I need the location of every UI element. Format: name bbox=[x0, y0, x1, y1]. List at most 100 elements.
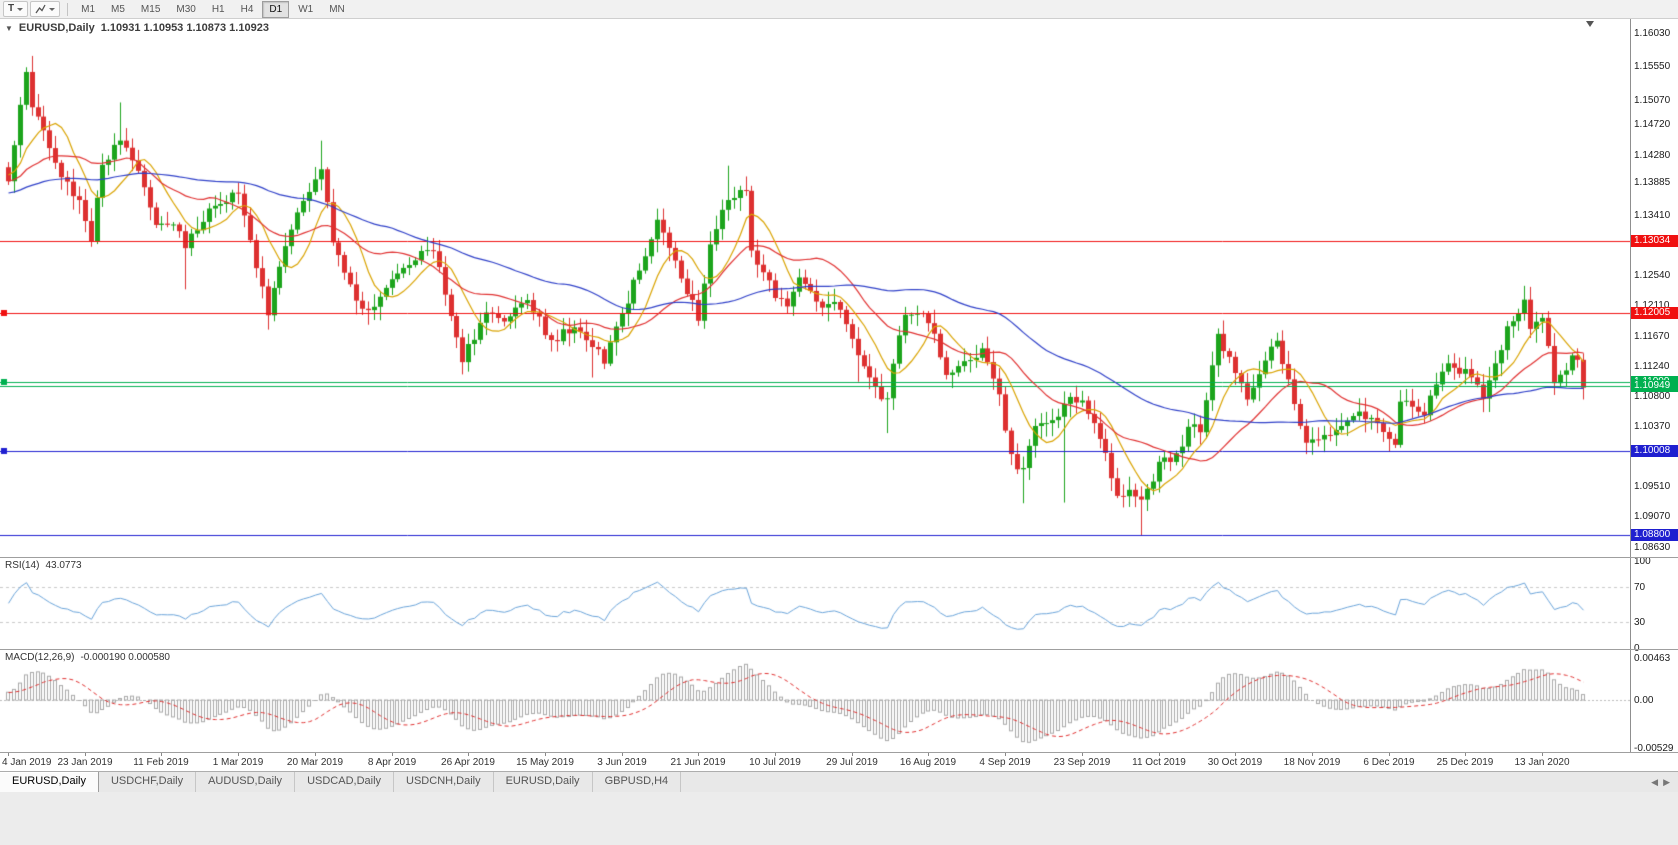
price-axis-tick: 1.11240 bbox=[1634, 361, 1670, 372]
chart-tabs: EURUSD,Daily USDCHF,Daily AUDUSD,Daily USDC… bbox=[0, 772, 682, 792]
date-label: 29 Jul 2019 bbox=[826, 757, 878, 768]
chart-tab-7[interactable]: GBPUSD,H4 bbox=[592, 772, 682, 792]
pane-separator bbox=[0, 752, 1678, 753]
chart-tab-2[interactable]: USDCHF,Daily bbox=[98, 772, 197, 792]
rsi-label: RSI(14) bbox=[5, 560, 40, 571]
rsi-indicator-pane[interactable]: RSI(14) 43.0773 bbox=[0, 558, 1630, 649]
timeframe-button-w1[interactable]: W1 bbox=[298, 3, 314, 15]
chevron-down-icon bbox=[49, 7, 56, 11]
macd-axis-tick: -0.00529 bbox=[1634, 743, 1674, 754]
templates-button[interactable]: T bbox=[3, 1, 29, 17]
timeframe-button-m5[interactable]: M5 bbox=[111, 3, 125, 15]
rsi-chart-canvas[interactable] bbox=[0, 558, 1630, 649]
timeframe-button-h4[interactable]: H4 bbox=[240, 3, 254, 15]
trendline-icon bbox=[35, 4, 46, 14]
date-label: 30 Oct 2019 bbox=[1207, 757, 1263, 768]
price-axis-tick: 1.08630 bbox=[1634, 542, 1671, 553]
date-tick bbox=[1389, 753, 1390, 756]
date-label: 6 Dec 2019 bbox=[1363, 757, 1415, 768]
drawing-tools-button[interactable] bbox=[30, 1, 61, 17]
timeframe-button-m30[interactable]: M30 bbox=[176, 3, 196, 15]
chart-symbol-period: EURUSD,Daily bbox=[18, 22, 95, 34]
date-tick bbox=[8, 753, 9, 756]
price-axis-tick: 1.13410 bbox=[1634, 210, 1671, 221]
date-tick bbox=[622, 753, 623, 756]
date-label: 11 Oct 2019 bbox=[1132, 757, 1186, 768]
timeframe-button-m15[interactable]: M15 bbox=[140, 3, 161, 15]
chart-tab-1[interactable]: EURUSD,Daily bbox=[0, 772, 99, 792]
macd-current-values: -0.000190 0.000580 bbox=[80, 652, 170, 663]
macd-indicator-label: MACD(12,26,9) -0.000190 0.000580 bbox=[5, 652, 170, 663]
date-tick bbox=[928, 753, 929, 756]
pane-separator[interactable] bbox=[0, 649, 1678, 650]
time-axis[interactable]: 4 Jan 2019 23 Jan 2019 11 Feb 2019 1 Mar 20… bbox=[0, 753, 1678, 771]
price-line-tag: 1.13034 bbox=[1631, 235, 1678, 247]
date-tick bbox=[1082, 753, 1083, 756]
date-label: 15 May 2019 bbox=[516, 757, 574, 768]
tab-scroll-controls: ◀ ▶ bbox=[1651, 772, 1678, 792]
templates-icon: T bbox=[8, 3, 15, 14]
price-axis-tick: 1.11670 bbox=[1634, 331, 1670, 342]
candlestick-chart-canvas[interactable] bbox=[0, 19, 1630, 557]
date-label: 23 Jan 2019 bbox=[57, 757, 113, 768]
date-label: 13 Jan 2020 bbox=[1514, 757, 1570, 768]
tab-scroll-left-icon[interactable]: ◀ bbox=[1651, 776, 1659, 787]
chart-tab-3[interactable]: AUDUSD,Daily bbox=[196, 772, 296, 792]
date-tick bbox=[85, 753, 86, 756]
macd-indicator-pane[interactable]: MACD(12,26,9) -0.000190 0.000580 bbox=[0, 650, 1630, 752]
date-label: 3 Jun 2019 bbox=[597, 757, 647, 768]
rsi-axis-tick: 70 bbox=[1634, 582, 1646, 593]
price-chart-pane[interactable]: ▼ EURUSD,Daily 1.10931 1.10953 1.10873 1… bbox=[0, 19, 1630, 557]
date-tick bbox=[698, 753, 699, 756]
macd-label: MACD(12,26,9) bbox=[5, 652, 75, 663]
rsi-current-value: 43.0773 bbox=[45, 560, 82, 571]
symbol-dropdown-icon[interactable]: ▼ bbox=[5, 23, 13, 33]
date-label: 16 Aug 2019 bbox=[899, 757, 957, 768]
price-axis-tick: 1.15550 bbox=[1634, 61, 1671, 72]
rsi-indicator-label: RSI(14) 43.0773 bbox=[5, 560, 82, 571]
date-label: 26 Apr 2019 bbox=[441, 757, 495, 768]
macd-chart-canvas[interactable] bbox=[0, 650, 1630, 752]
date-label: 10 Jul 2019 bbox=[749, 757, 801, 768]
price-line-tag: 1.08800 bbox=[1631, 529, 1678, 541]
date-tick bbox=[315, 753, 316, 756]
tab-scroll-right-icon[interactable]: ▶ bbox=[1663, 776, 1670, 787]
price-axis-tick: 1.09070 bbox=[1634, 511, 1671, 522]
date-label: 1 Mar 2019 bbox=[212, 757, 264, 768]
rsi-axis-tick: 30 bbox=[1634, 617, 1646, 628]
date-tick bbox=[1235, 753, 1236, 756]
price-axis[interactable]: 1.16030 1.15550 1.15070 1.14720 1.14280 1.138… bbox=[1630, 19, 1678, 754]
timeframe-button-d1[interactable]: D1 bbox=[262, 0, 290, 18]
date-label: 4 Jan 2019 bbox=[2, 757, 52, 768]
date-label: 23 Sep 2019 bbox=[1053, 757, 1111, 768]
date-tick bbox=[1465, 753, 1466, 756]
price-axis-tick: 1.14280 bbox=[1634, 150, 1671, 161]
date-label: 21 Jun 2019 bbox=[670, 757, 726, 768]
date-tick bbox=[1005, 753, 1006, 756]
chart-title: ▼ EURUSD,Daily 1.10931 1.10953 1.10873 1… bbox=[5, 22, 269, 34]
toolbar-separator bbox=[67, 2, 69, 16]
date-label: 4 Sep 2019 bbox=[979, 757, 1031, 768]
pane-separator[interactable] bbox=[0, 557, 1678, 558]
chart-tab-6[interactable]: EURUSD,Daily bbox=[493, 772, 593, 792]
timeframe-button-h1[interactable]: H1 bbox=[211, 3, 225, 15]
chart-tab-5[interactable]: USDCNH,Daily bbox=[394, 772, 494, 792]
macd-axis-tick: 0.00 bbox=[1634, 695, 1654, 706]
date-tick bbox=[775, 753, 776, 756]
date-tick bbox=[468, 753, 469, 756]
macd-axis-tick: 0.00463 bbox=[1634, 653, 1671, 664]
price-axis-tick: 1.13885 bbox=[1634, 177, 1671, 188]
timeframe-button-m1[interactable]: M1 bbox=[81, 3, 96, 15]
price-axis-tick: 1.14720 bbox=[1634, 119, 1671, 130]
date-label: 8 Apr 2019 bbox=[367, 757, 417, 768]
timeframe-button-mn[interactable]: MN bbox=[329, 3, 345, 15]
date-tick bbox=[1312, 753, 1313, 756]
date-label: 18 Nov 2019 bbox=[1283, 757, 1341, 768]
rsi-axis-tick: 100 bbox=[1634, 556, 1651, 567]
chart-shift-marker[interactable] bbox=[1586, 21, 1594, 27]
price-axis-tick: 1.12110 bbox=[1634, 300, 1670, 311]
price-axis-tick: 1.09510 bbox=[1634, 481, 1671, 492]
price-line-tag: 1.10008 bbox=[1631, 445, 1678, 457]
price-line-tag: 1.12005 bbox=[1631, 307, 1678, 319]
chart-tab-4[interactable]: USDCAD,Daily bbox=[295, 772, 395, 792]
